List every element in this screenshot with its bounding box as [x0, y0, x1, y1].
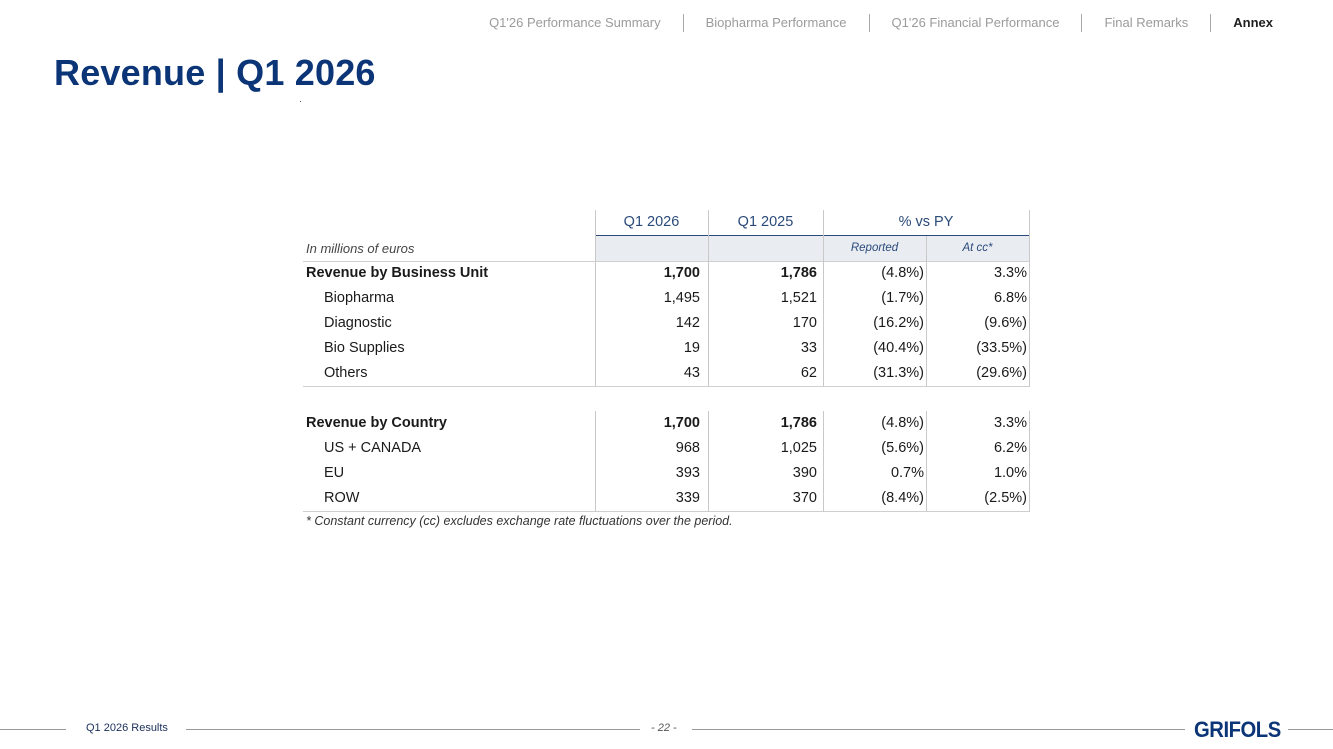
- row-label: Biopharma: [324, 290, 395, 306]
- footer-divider: [692, 729, 1185, 730]
- row-label: Bio Supplies: [324, 340, 405, 356]
- column-divider: [823, 411, 824, 512]
- row-label: Others: [324, 365, 368, 381]
- cell-at-cc: 3.3%: [993, 415, 1027, 431]
- top-nav: Q1'26 Performance Summary Biopharma Perf…: [467, 14, 1273, 32]
- cell-q1-2026: 1,700: [663, 415, 700, 431]
- table-row: EU 393 390 0.7% 1.0%: [303, 461, 1030, 486]
- row-label: US + CANADA: [324, 440, 422, 456]
- table-row: Bio Supplies 19 33 (40.4%) (33.5%): [303, 336, 1030, 361]
- table-row-total-country: Revenue by Country 1,700 1,786 (4.8%) 3.…: [303, 411, 1030, 436]
- column-divider: [708, 411, 709, 512]
- cell-reported: (4.8%): [881, 415, 924, 431]
- table-header-row: Q1 2026 Q1 2025 % vs PY: [303, 210, 1030, 235]
- cell-at-cc: 3.3%: [993, 265, 1027, 281]
- cell-reported: (5.6%): [881, 440, 924, 456]
- column-divider: [823, 210, 824, 387]
- column-divider: [926, 236, 927, 387]
- cell-reported: (40.4%): [873, 340, 924, 356]
- cell-at-cc: (33.5%): [976, 340, 1027, 356]
- nav-item-final-remarks[interactable]: Final Remarks: [1081, 14, 1210, 32]
- page-title: Revenue | Q1 2026: [54, 52, 376, 93]
- row-label: ROW: [324, 490, 360, 506]
- header-divider: [595, 235, 1030, 236]
- cell-reported: (1.7%): [881, 290, 924, 306]
- nav-item-biopharma-performance[interactable]: Biopharma Performance: [682, 14, 869, 32]
- column-header-pct-vs-py: % vs PY: [898, 214, 954, 230]
- nav-item-performance-summary[interactable]: Q1'26 Performance Summary: [489, 15, 661, 30]
- table-bottom-divider: [303, 511, 1030, 512]
- nav-item-annex[interactable]: Annex: [1210, 14, 1273, 32]
- table-subheader-row: In millions of euros Reported At cc*: [303, 236, 1030, 261]
- cell-q1-2025: 1,521: [780, 290, 817, 306]
- cell-q1-2026: 339: [675, 490, 700, 506]
- section-divider: [303, 386, 1030, 387]
- footer-document-title: Q1 2026 Results: [86, 722, 168, 734]
- footer-divider: [1288, 729, 1333, 730]
- subheader-background: [595, 236, 1030, 261]
- cell-at-cc: 6.8%: [993, 290, 1027, 306]
- footer-divider: [0, 729, 66, 730]
- cell-q1-2026: 968: [675, 440, 700, 456]
- footnote: * Constant currency (cc) excludes exchan…: [306, 514, 733, 528]
- cell-at-cc: (29.6%): [976, 365, 1027, 381]
- footer-divider: [186, 729, 640, 730]
- cell-q1-2026: 43: [683, 365, 700, 381]
- cell-q1-2025: 1,025: [780, 440, 817, 456]
- cell-q1-2025: 62: [800, 365, 817, 381]
- cell-q1-2026: 393: [675, 465, 700, 481]
- revenue-table: Q1 2026 Q1 2025 % vs PY In millions of e…: [303, 210, 1030, 512]
- column-header-at-cc: At cc*: [962, 242, 993, 254]
- cell-reported: (8.4%): [881, 490, 924, 506]
- divider: [300, 101, 301, 102]
- row-label: Revenue by Business Unit: [306, 265, 489, 281]
- cell-q1-2026: 1,700: [663, 265, 700, 281]
- column-divider: [1029, 411, 1030, 512]
- column-header-q1-2026: Q1 2026: [623, 214, 680, 230]
- cell-reported: (31.3%): [873, 365, 924, 381]
- nav-item-financial-performance[interactable]: Q1'26 Financial Performance: [868, 14, 1082, 32]
- row-label: Diagnostic: [324, 315, 392, 331]
- cell-at-cc: (9.6%): [984, 315, 1027, 331]
- table-spacer: [303, 386, 1030, 411]
- cell-q1-2026: 1,495: [663, 290, 700, 306]
- cell-q1-2025: 170: [792, 315, 817, 331]
- column-header-q1-2025: Q1 2025: [737, 214, 794, 230]
- cell-q1-2025: 1,786: [780, 415, 817, 431]
- table-row: ROW 339 370 (8.4%) (2.5%): [303, 486, 1030, 511]
- cell-at-cc: (2.5%): [984, 490, 1027, 506]
- column-divider: [926, 411, 927, 512]
- cell-reported: 0.7%: [890, 465, 924, 481]
- cell-q1-2026: 142: [675, 315, 700, 331]
- cell-q1-2025: 1,786: [780, 265, 817, 281]
- header-bottom-divider: [303, 261, 1030, 262]
- table-row: Biopharma 1,495 1,521 (1.7%) 6.8%: [303, 286, 1030, 311]
- column-divider: [708, 210, 709, 387]
- cell-q1-2025: 370: [792, 490, 817, 506]
- table-row: Others 43 62 (31.3%) (29.6%): [303, 361, 1030, 386]
- cell-at-cc: 6.2%: [993, 440, 1027, 456]
- cell-reported: (16.2%): [873, 315, 924, 331]
- row-label: EU: [324, 465, 345, 481]
- cell-reported: (4.8%): [881, 265, 924, 281]
- cell-q1-2025: 33: [800, 340, 817, 356]
- cell-q1-2026: 19: [683, 340, 700, 356]
- grifols-logo: GRIFOLS: [1194, 717, 1281, 742]
- page-number: - 22 -: [651, 722, 677, 734]
- table-row: Diagnostic 142 170 (16.2%) (9.6%): [303, 311, 1030, 336]
- cell-q1-2025: 390: [792, 465, 817, 481]
- column-header-reported: Reported: [850, 242, 899, 254]
- units-label: In millions of euros: [306, 241, 415, 256]
- table-row-total-business-unit: Revenue by Business Unit 1,700 1,786 (4.…: [303, 261, 1030, 286]
- cell-at-cc: 1.0%: [993, 465, 1027, 481]
- column-divider: [595, 411, 596, 512]
- column-divider: [1029, 210, 1030, 387]
- table-row: US + CANADA 968 1,025 (5.6%) 6.2%: [303, 436, 1030, 461]
- row-label: Revenue by Country: [306, 415, 447, 431]
- column-divider: [595, 210, 596, 387]
